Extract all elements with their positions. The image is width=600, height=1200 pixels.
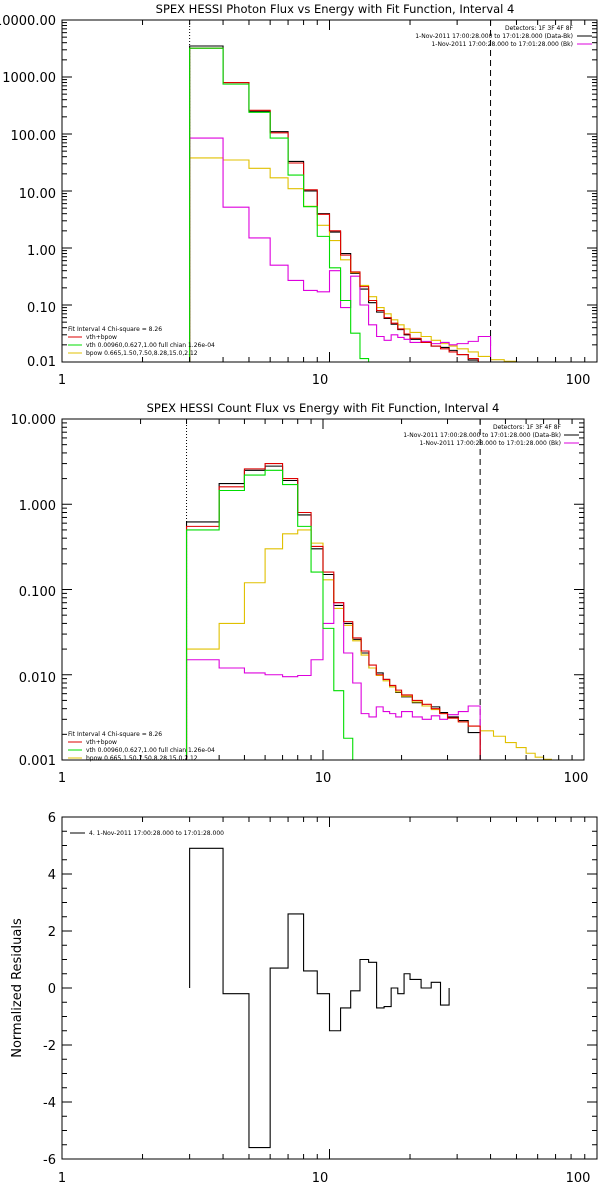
plot-content	[185, 419, 552, 760]
legend-entry-label: vth+bpow	[86, 334, 117, 341]
y-tick-label: -2	[43, 1039, 56, 1054]
x-tick-label: 1	[58, 373, 66, 388]
legend-bottom: Fit Interval 4 Chi-square = 8.26 vth+bpo…	[68, 731, 215, 762]
legend-entry-label: 1-Nov-2011 17:00:28.000 to 17:01:28.000 …	[431, 41, 573, 48]
legend-header: Fit Interval 4 Chi-square = 8.26	[68, 731, 162, 738]
y-tick-label: 10000.00	[0, 14, 56, 29]
legend-entry-label: vth 0.00960,0.627,1.00 full chian 1.26e-…	[86, 342, 215, 349]
y-tick-label: 100.00	[11, 129, 57, 144]
legend-header: Detectors: 1F 3F 4F 8F	[493, 424, 562, 431]
y-tick-label: 0.001	[19, 754, 56, 769]
x-tick-label: 100	[566, 373, 591, 388]
y-tick-label: 0.100	[19, 585, 56, 600]
legend-header: Detectors: 1F 3F 4F 8F	[505, 25, 574, 32]
x-tick-label: 10	[312, 373, 329, 388]
series-vth	[185, 469, 354, 760]
plot-content	[189, 20, 518, 362]
legend-header: Fit Interval 4 Chi-square = 8.26	[68, 326, 162, 333]
y-tick-label: 0.01	[27, 355, 56, 370]
y-tick-label: 0.010	[19, 671, 56, 686]
y-tick-label: -4	[43, 1096, 56, 1111]
legend-entry-label: vth+bpow	[86, 739, 117, 746]
y-tick-label: -6	[43, 1153, 56, 1168]
count-flux-panel: SPEX HESSI Count Flux vs Energy with Fit…	[11, 401, 589, 786]
y-tick-label: 10.000	[11, 413, 57, 428]
axis-ticks	[61, 816, 597, 1160]
x-tick-label: 10	[315, 771, 332, 786]
y-tick-label: 4	[48, 868, 56, 883]
chart-title: SPEX HESSI Count Flux vs Energy with Fit…	[147, 401, 500, 415]
y-axis-label: Normalized Residuals	[10, 918, 25, 1058]
residuals-panel: 1 10 100 -6 -4 -2 0 2 4 6 Normalized Res…	[10, 811, 598, 1186]
legend-entry-label: bpow 0.665,1.50,7.50,8.28,15.0,2.12	[86, 755, 198, 762]
photon-flux-panel: SPEX HESSI Photon Flux vs Energy with Fi…	[0, 2, 598, 388]
x-tick-label: 100	[566, 1171, 591, 1186]
y-tick-label: 10.00	[19, 187, 56, 202]
series-bk	[189, 137, 492, 362]
y-tick-label: 2	[48, 925, 56, 940]
series-bpow	[189, 157, 518, 362]
legend-entry-label: 1-Nov-2011 17:00:28.000 to 17:01:28.000 …	[415, 33, 573, 40]
y-tick-label: 6	[48, 811, 56, 826]
x-tick-label: 100	[564, 771, 589, 786]
legend-entry-label: 4. 1-Nov-2011 17:00:28.000 to 17:01:28.0…	[89, 830, 224, 837]
y-tick-label: 0	[48, 982, 56, 997]
legend-top: Detectors: 1F 3F 4F 8F 1-Nov-2011 17:00:…	[415, 25, 592, 48]
legend-top: Detectors: 1F 3F 4F 8F 1-Nov-2011 17:00:…	[403, 424, 579, 447]
legend-bottom: Fit Interval 4 Chi-square = 8.26 vth+bpo…	[68, 326, 215, 357]
x-tick-label: 1	[58, 771, 66, 786]
plot-content	[189, 847, 450, 1149]
y-tick-label: 1.000	[19, 499, 56, 514]
y-tick-label: 0.10	[27, 301, 56, 316]
x-tick-label: 10	[312, 1171, 329, 1186]
legend-entry-label: 1-Nov-2011 17:00:28.000 to 17:01:28.000 …	[403, 432, 561, 439]
legend-entry-label: bpow 0.665,1.50,7.50,8.28,15.0,2.12	[86, 350, 198, 357]
chart-title: SPEX HESSI Photon Flux vs Energy with Fi…	[156, 2, 515, 16]
series-residuals	[189, 847, 450, 1149]
axis-ticks	[61, 418, 584, 761]
legend-entry-label: vth 0.00960,0.627,1.00 full chian 1.26e-…	[86, 747, 215, 754]
legend-entry-label: 1-Nov-2011 17:00:28.000 to 17:01:28.000 …	[419, 440, 561, 447]
axis-ticks	[61, 19, 597, 363]
legend: 4. 1-Nov-2011 17:00:28.000 to 17:01:28.0…	[70, 830, 224, 837]
series-vth	[189, 47, 370, 362]
y-tick-label: 1000.00	[2, 71, 56, 86]
x-tick-label: 1	[58, 1171, 66, 1186]
y-tick-label: 1.00	[27, 244, 56, 259]
series-bk	[185, 602, 481, 760]
